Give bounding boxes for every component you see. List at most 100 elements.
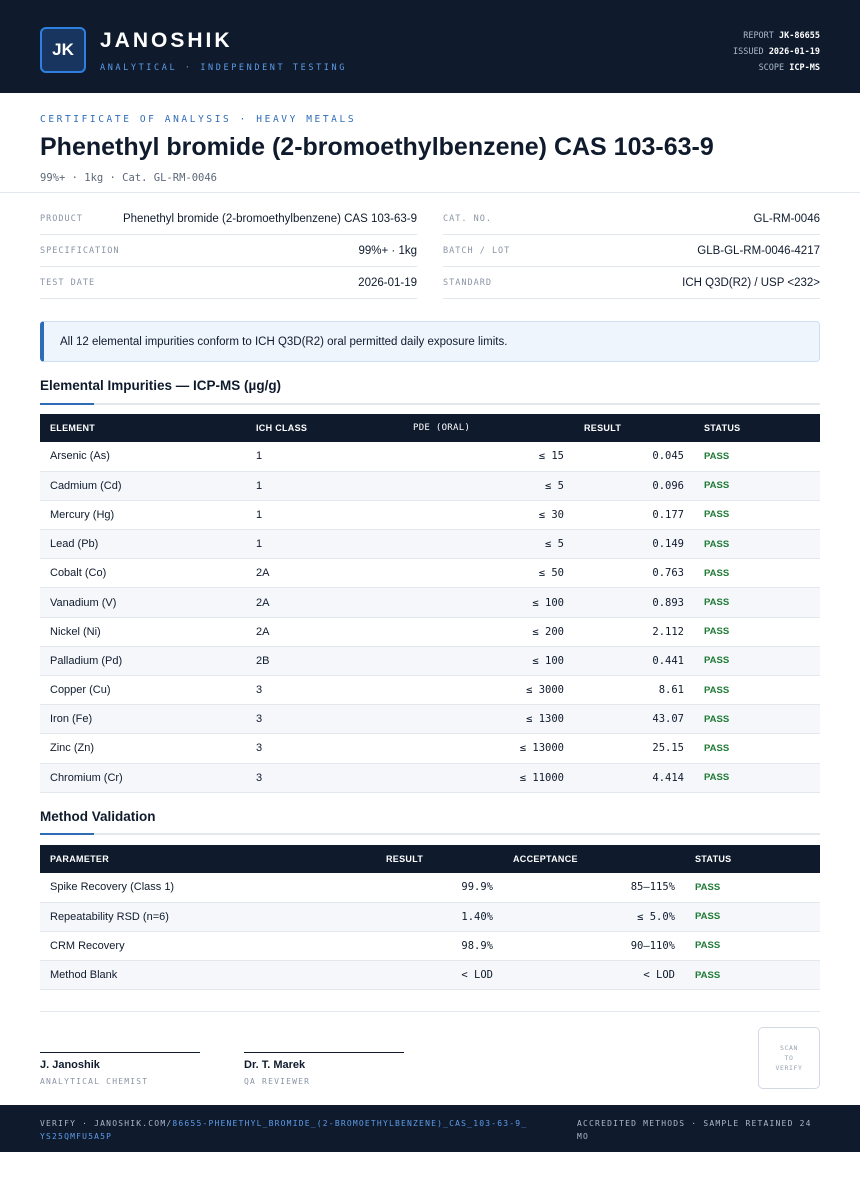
- impurities-section-title: Elemental Impurities — ICP-MS (µg/g): [40, 378, 282, 393]
- section-rule-accent: [40, 833, 94, 835]
- table-header-row: ELEMENT ICH CLASS PDE (ORAL) RESULT STAT…: [40, 414, 820, 442]
- acceptance-cell: ≤ 5.0%: [503, 902, 685, 932]
- table-row: Lead (Pb) 1 ≤ 5 0.149 PASS: [40, 529, 820, 560]
- signature-block: Dr. T. Marek QA REVIEWER: [244, 1052, 404, 1086]
- parameter-cell: Method Blank: [40, 960, 376, 991]
- result-cell: 0.096: [574, 471, 694, 501]
- result-cell: 8.61: [574, 675, 694, 706]
- result-cell: 43.07: [574, 704, 694, 735]
- element-cell: Cadmium (Cd): [40, 471, 246, 501]
- element-cell: Palladium (Pd): [40, 646, 246, 677]
- info-row-batch: BATCH / LOT GLB-GL-RM-0046-4217: [443, 235, 820, 267]
- logo: JK: [40, 27, 86, 73]
- divider: [40, 1011, 820, 1012]
- element-cell: Zinc (Zn): [40, 733, 246, 764]
- info-label: STANDARD: [443, 277, 492, 288]
- verify-link[interactable]: 86655-PHENETHYL_BROMIDE_(2-BROMOETHYLBEN…: [40, 1119, 528, 1141]
- element-cell: Chromium (Cr): [40, 763, 246, 793]
- table-row: Cobalt (Co) 2A ≤ 50 0.763 PASS: [40, 558, 820, 589]
- report-id-line: REPORT JK-86655: [733, 28, 820, 44]
- ich-class-cell: 3: [246, 763, 403, 793]
- info-row-standard: STANDARD ICH Q3D(R2) / USP <232>: [443, 267, 820, 299]
- element-cell: Iron (Fe): [40, 704, 246, 735]
- pde-cell: ≤ 3000: [403, 675, 574, 706]
- signatory-role: QA REVIEWER: [244, 1077, 311, 1086]
- status-cell: PASS: [694, 442, 820, 472]
- status-cell: PASS: [694, 558, 820, 589]
- parameter-cell: CRM Recovery: [40, 931, 376, 962]
- info-label: PRODUCT: [40, 213, 83, 224]
- table-row: Copper (Cu) 3 ≤ 3000 8.61 PASS: [40, 675, 820, 706]
- element-cell: Nickel (Ni): [40, 617, 246, 647]
- parameter-cell: Spike Recovery (Class 1): [40, 873, 376, 903]
- section-rule: [40, 833, 820, 835]
- acceptance-cell: 85–115%: [503, 873, 685, 903]
- result-cell: 2.112: [574, 617, 694, 647]
- report-meta: REPORT JK-86655 ISSUED 2026-01-19 SCOPE …: [733, 28, 820, 76]
- status-cell: PASS: [685, 873, 820, 903]
- element-cell: Lead (Pb): [40, 529, 246, 560]
- ich-class-cell: 1: [246, 471, 403, 501]
- element-cell: Mercury (Hg): [40, 500, 246, 531]
- info-left-column: PRODUCT Phenethyl bromide (2-bromoethylb…: [40, 203, 417, 299]
- pde-cell: ≤ 30: [403, 500, 574, 531]
- table-row: Iron (Fe) 3 ≤ 1300 43.07 PASS: [40, 704, 820, 735]
- issued-line: ISSUED 2026-01-19: [733, 44, 820, 60]
- acceptance-cell: < LOD: [503, 960, 685, 991]
- table-row: Chromium (Cr) 3 ≤ 11000 4.414 PASS: [40, 763, 820, 793]
- table-row: Repeatability RSD (n=6) 1.40% ≤ 5.0% PASS: [40, 902, 820, 932]
- element-cell: Cobalt (Co): [40, 558, 246, 589]
- result-cell: 0.149: [574, 529, 694, 560]
- issued-date: 2026-01-19: [768, 47, 820, 57]
- pde-cell: ≤ 13000: [403, 733, 574, 764]
- info-row-product: PRODUCT Phenethyl bromide (2-bromoethylb…: [40, 203, 417, 235]
- table-row: Mercury (Hg) 1 ≤ 30 0.177 PASS: [40, 500, 820, 531]
- parameter-cell: Repeatability RSD (n=6): [40, 902, 376, 932]
- page-subtitle: 99%+ · 1kg · Cat. GL-RM-0046: [40, 172, 218, 184]
- result-cell: 98.9%: [376, 931, 503, 962]
- info-value: 2026-01-19: [358, 276, 417, 289]
- status-cell: PASS: [694, 617, 820, 647]
- info-value: 99%+ · 1kg: [358, 244, 418, 257]
- pde-cell: ≤ 100: [403, 587, 574, 618]
- status-cell: PASS: [694, 675, 820, 706]
- scope-label: SCOPE: [758, 63, 785, 73]
- issued-label: ISSUED: [732, 47, 764, 57]
- pde-cell: ≤ 1300: [403, 704, 574, 735]
- element-cell: Arsenic (As): [40, 442, 246, 472]
- ich-class-cell: 2A: [246, 558, 403, 589]
- status-cell: PASS: [694, 704, 820, 735]
- info-row-cat-no: CAT. NO. GL-RM-0046: [443, 203, 820, 235]
- ich-class-cell: 2A: [246, 587, 403, 618]
- signature-line: [40, 1052, 200, 1053]
- brand-tagline: ANALYTICAL · INDEPENDENT TESTING: [100, 63, 347, 73]
- table-row: Spike Recovery (Class 1) 99.9% 85–115% PASS: [40, 873, 820, 903]
- info-row-specification: SPECIFICATION 99%+ · 1kg: [40, 235, 417, 267]
- ich-class-cell: 1: [246, 442, 403, 472]
- info-value: GL-RM-0046: [753, 212, 820, 225]
- info-right-column: CAT. NO. GL-RM-0046 BATCH / LOT GLB-GL-R…: [443, 203, 820, 299]
- signatory-name: J. Janoshik: [40, 1059, 100, 1071]
- footer-note: ACCREDITED METHODS · SAMPLE RETAINED 24 …: [577, 1119, 812, 1141]
- header-bar: JK JANOSHIK ANALYTICAL · INDEPENDENT TES…: [0, 0, 860, 93]
- result-cell: 0.177: [574, 500, 694, 531]
- column-header: ICH CLASS: [246, 414, 403, 442]
- info-value: GLB-GL-RM-0046-4217: [697, 244, 820, 257]
- pde-cell: ≤ 5: [403, 529, 574, 560]
- pde-cell: ≤ 50: [403, 558, 574, 589]
- result-cell: 4.414: [574, 763, 694, 793]
- verify-line: VERIFY · JANOSHIK.COM/86655-PHENETHYL_BR…: [40, 1117, 530, 1143]
- result-cell: 99.9%: [376, 873, 503, 903]
- report-id: JK-86655: [779, 31, 820, 41]
- info-value: Phenethyl bromide (2-bromoethylbenzene) …: [122, 212, 417, 225]
- ich-class-cell: 2A: [246, 617, 403, 647]
- table-row: Vanadium (V) 2A ≤ 100 0.893 PASS: [40, 587, 820, 618]
- table-row: CRM Recovery 98.9% 90–110% PASS: [40, 931, 820, 962]
- qr-verify-placeholder[interactable]: SCAN TO VERIFY: [758, 1027, 820, 1089]
- table-row: Arsenic (As) 1 ≤ 15 0.045 PASS: [40, 442, 820, 472]
- element-cell: Vanadium (V): [40, 587, 246, 618]
- result-cell: 0.441: [574, 646, 694, 677]
- scope-line: SCOPE ICP-MS: [733, 60, 820, 76]
- conformance-notice: All 12 elemental impurities conform to I…: [40, 321, 820, 362]
- column-header: RESULT: [574, 414, 694, 442]
